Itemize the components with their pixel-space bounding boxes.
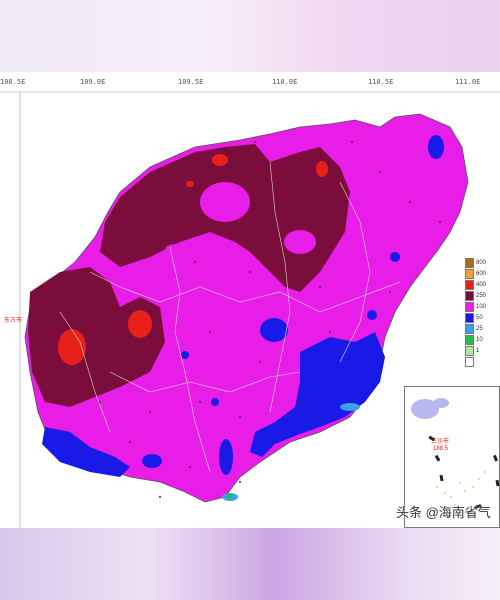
red-spot — [128, 310, 152, 338]
maroon-west-region — [28, 267, 165, 407]
legend-swatch — [465, 268, 474, 279]
blue-spot — [260, 318, 288, 342]
blue-spot — [219, 439, 233, 475]
legend-label: 800 — [476, 259, 487, 266]
legend-entry: 50 — [465, 312, 486, 323]
green-area — [226, 494, 232, 498]
light-blue-area — [340, 403, 360, 411]
legend-label: 10 — [476, 336, 483, 343]
legend-label: 250 — [476, 292, 487, 299]
legend-swatch — [465, 356, 474, 367]
legend-entry: 400 — [465, 279, 486, 290]
inset-map-drawing: 三沙市 188.5 — [411, 398, 500, 509]
legend-label: 100 — [476, 303, 487, 310]
rainfall-map: 108.5E 109.0E 109.5E 110.0E 110.5E 111.0… — [0, 72, 500, 528]
longitude-tick: 109.0E — [80, 78, 106, 86]
red-spot — [212, 154, 228, 166]
legend-entry: 100 — [465, 301, 486, 312]
longitude-tick: 111.0E — [455, 78, 481, 86]
blurred-background-top — [0, 0, 500, 72]
legend-label: 50 — [476, 314, 483, 321]
rainfall-legend: 800 600 400 250 100 50 25 10 1 — [465, 257, 486, 367]
legend-label: 400 — [476, 281, 487, 288]
legend-entry: 10 — [465, 334, 486, 345]
inset-place-label: 三沙市 — [431, 437, 449, 445]
county-boundary — [339, 181, 371, 363]
blue-spot — [428, 135, 444, 159]
county-boundary — [169, 246, 211, 473]
legend-entry: 250 — [465, 290, 486, 301]
county-boundary — [89, 271, 401, 313]
legend-swatch — [465, 257, 474, 268]
red-spot — [58, 329, 86, 365]
legend-swatch — [465, 323, 474, 334]
hainan-island-map: 东方市 — [0, 91, 500, 528]
dongfang-label: 东方市 — [4, 316, 22, 324]
legend-entry: 25 — [465, 323, 486, 334]
source-watermark: 头条 @海南省气 — [396, 505, 491, 520]
blue-spot — [390, 252, 400, 262]
county-boundary — [59, 311, 111, 433]
legend-label: 1 — [476, 347, 480, 354]
county-boundary — [269, 161, 291, 413]
legend-swatch — [465, 279, 474, 290]
longitude-tick: 108.5E — [0, 78, 26, 86]
legend-swatch — [465, 312, 474, 323]
longitude-tick: 110.0E — [272, 78, 298, 86]
legend-entry — [465, 356, 486, 367]
legend-swatch — [465, 290, 474, 301]
legend-swatch — [465, 334, 474, 345]
legend-label: 600 — [476, 270, 487, 277]
legend-swatch — [465, 345, 474, 356]
red-spot — [316, 161, 328, 177]
blurred-background-bottom — [0, 528, 500, 600]
blue-spot — [367, 310, 377, 320]
longitude-tick: 110.5E — [368, 78, 394, 86]
blue-south-region — [42, 427, 130, 477]
legend-entry: 1 — [465, 345, 486, 356]
red-spot — [186, 181, 194, 187]
blue-spot — [142, 454, 162, 468]
longitude-tick: 109.5E — [178, 78, 204, 86]
blue-spot — [211, 398, 219, 406]
legend-label: 25 — [476, 325, 483, 332]
county-boundary — [109, 371, 301, 393]
blue-spot — [181, 351, 189, 359]
blue-southeast-region — [250, 332, 385, 457]
legend-entry: 600 — [465, 268, 486, 279]
legend-entry: 800 — [465, 257, 486, 268]
inset-value-label: 188.5 — [433, 446, 449, 452]
legend-swatch — [465, 301, 474, 312]
